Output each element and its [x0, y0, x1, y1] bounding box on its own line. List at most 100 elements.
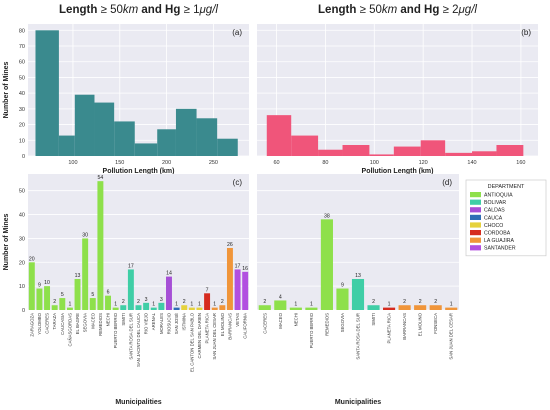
- category-bar: [181, 305, 188, 310]
- data-label: 3: [160, 297, 163, 303]
- x-tick-label: MACEO: [90, 312, 95, 328]
- data-label: 54: [98, 175, 104, 181]
- data-label: 4: [279, 294, 282, 300]
- data-label: 2: [434, 299, 437, 305]
- x-tick-label: YOLOMBO: [37, 312, 42, 334]
- histogram-bar: [393, 146, 421, 156]
- y-axis-label: Number of Mines: [3, 62, 10, 119]
- category-bar: [74, 278, 81, 310]
- data-label: 16: [242, 266, 248, 272]
- category-bar: [150, 307, 157, 310]
- x-tick-label: SAN JOSÉ: [174, 313, 179, 334]
- title-part: Length: [59, 4, 101, 16]
- histogram-bar: [157, 129, 176, 156]
- x-tick-label: 100: [370, 160, 379, 166]
- category-bar: [289, 307, 302, 310]
- title-part: μg/l: [199, 4, 219, 16]
- panel-label: (a): [232, 28, 242, 37]
- legend-swatch: [470, 245, 481, 251]
- x-tick-label: SIMITI: [121, 313, 126, 326]
- data-label: 2: [221, 299, 224, 305]
- data-label: 1: [310, 302, 313, 308]
- x-tick-label: 120: [419, 160, 428, 166]
- data-label: 1: [213, 302, 216, 308]
- chart-title-a: Length ≥ 50km and Hg ≥ 1μg/l: [59, 4, 218, 16]
- y-tick-label: 40: [19, 91, 25, 97]
- category-bar: [112, 307, 119, 310]
- x-tick-label: SAN JUAN DEL CESAR: [212, 313, 217, 360]
- x-axis-label: Municipalities: [335, 399, 381, 406]
- x-tick-label: PUERTO BERRIO: [309, 312, 314, 348]
- category-bar: [188, 307, 195, 310]
- legend-swatch: [470, 207, 481, 213]
- y-tick-label: 0: [22, 308, 25, 314]
- category-bar: [105, 295, 111, 310]
- x-tick-label: NECHI: [106, 313, 111, 326]
- data-label: 7: [206, 287, 209, 293]
- x-tick-label: CALIFORNIA: [243, 313, 248, 339]
- x-tick-label: EL BAGRE: [75, 313, 80, 334]
- category-bar: [351, 278, 365, 310]
- y-tick-label: 20: [19, 260, 25, 266]
- x-tick-label: PLANETA RICA: [387, 313, 392, 344]
- x-tick-label: 60: [273, 160, 279, 166]
- histogram-bar: [58, 135, 75, 156]
- category-bar: [226, 247, 233, 310]
- title-part: ≥ 1: [184, 4, 200, 16]
- x-tick-label: EL CANTON DEL SAN PABLO: [189, 312, 194, 372]
- x-tick-label: 140: [467, 160, 476, 166]
- y-tick-label: 60: [19, 60, 25, 66]
- histogram-bar: [266, 115, 292, 156]
- x-tick-label: ARENAL: [151, 312, 156, 330]
- y-tick-label: 70: [19, 44, 25, 50]
- y-tick-label: 30: [19, 107, 25, 113]
- data-label: 17: [235, 263, 241, 269]
- y-axis-label: Number of Mines: [3, 214, 10, 271]
- histogram-bar: [420, 140, 446, 156]
- category-bar: [196, 307, 203, 310]
- histogram-bar: [134, 143, 158, 156]
- category-bar: [274, 300, 287, 310]
- data-label: 1: [198, 302, 201, 308]
- y-tick-label: 80: [19, 28, 25, 34]
- x-tick-label: CACERES: [262, 313, 267, 334]
- x-tick-label: REMEDIOS: [98, 313, 103, 336]
- category-bar: [305, 307, 318, 310]
- data-label: 5: [91, 292, 94, 298]
- title-part: and Hg: [138, 4, 183, 16]
- panel-b: 60 80 100 120 140 160 (b) Pollution Length (km): [257, 24, 538, 175]
- title-part: km: [123, 4, 139, 16]
- histogram-bar: [114, 121, 135, 156]
- legend-swatch: [470, 230, 481, 236]
- data-label: 5: [61, 292, 64, 298]
- x-tick-label: SIMITI: [371, 313, 376, 326]
- x-tick-label: 100: [68, 160, 77, 166]
- legend-item-label: CALDAS: [484, 208, 505, 214]
- panel-c: 0 10 20 30 40 50 Number of Mines 20 ZARAGOZA 9 YOL…: [3, 174, 249, 406]
- x-tick-label: ZARAGOZA: [29, 313, 34, 337]
- data-label: 1: [114, 302, 117, 308]
- legend-swatch: [470, 222, 481, 228]
- legend-title: DEPARTMENT: [488, 184, 525, 190]
- title-part: and Hg: [397, 4, 442, 16]
- category-bar: [383, 307, 396, 310]
- legend-item-label: SANTANDER: [484, 246, 516, 252]
- category-bar: [234, 269, 241, 310]
- category-bar: [336, 288, 349, 310]
- data-label: 2: [419, 299, 422, 305]
- category-bar: [135, 305, 142, 310]
- category-bar: [429, 305, 442, 310]
- x-tick-label: MACEO: [278, 312, 283, 328]
- y-tick-label: 40: [19, 213, 25, 219]
- title-part: Length: [318, 4, 360, 16]
- panel-label: (c): [233, 178, 243, 187]
- x-tick-label: ISTMINA: [182, 313, 187, 331]
- x-tick-label: CACERES: [45, 313, 50, 334]
- x-axis-label: Pollution Length (km): [103, 168, 175, 175]
- x-axis-label: Pollution Length (km): [362, 168, 434, 175]
- data-label: 6: [107, 290, 110, 296]
- data-label: 13: [355, 273, 361, 279]
- data-label: 13: [75, 273, 81, 279]
- histogram-bar: [342, 145, 370, 156]
